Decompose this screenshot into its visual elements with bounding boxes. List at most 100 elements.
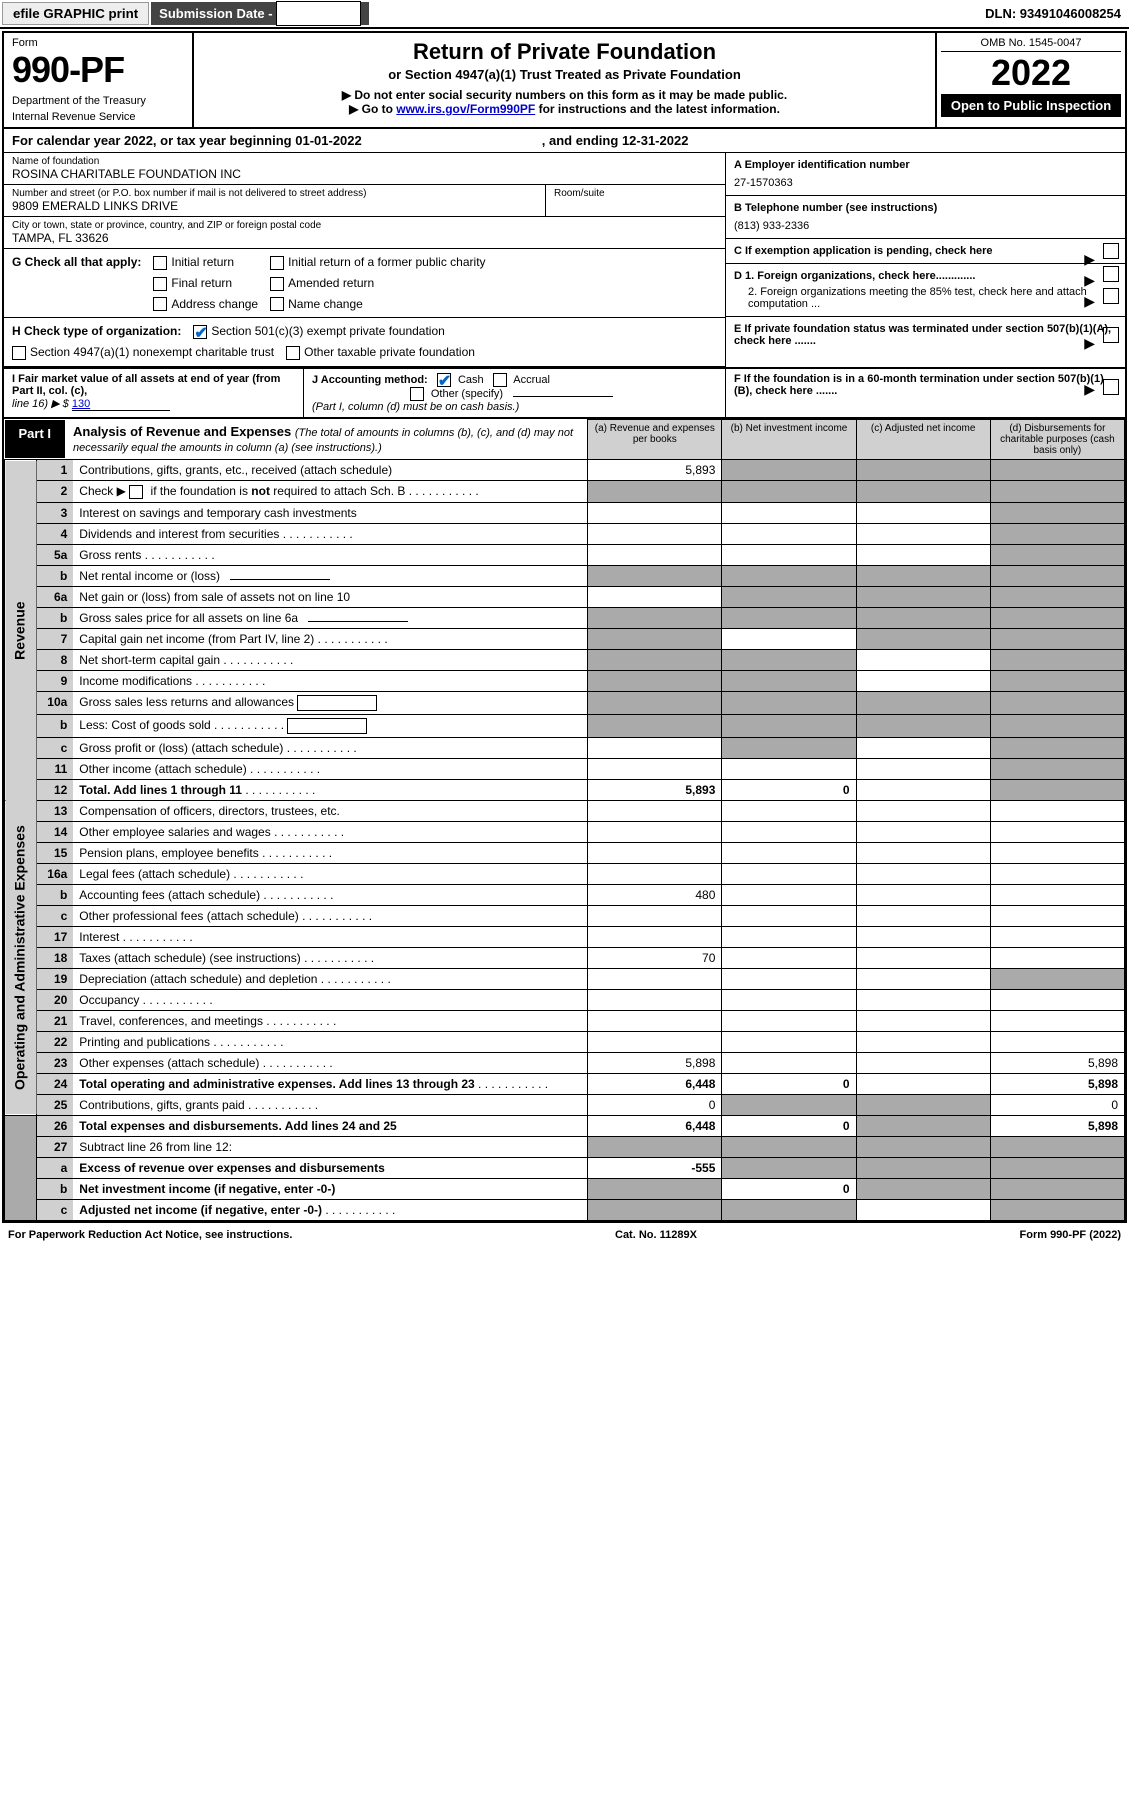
initial-former-checkbox[interactable] (270, 256, 284, 270)
period-begin: 01-01-2022 (295, 133, 362, 148)
name-change-checkbox[interactable] (270, 297, 284, 311)
row-16b: bAccounting fees (attach schedule)480 (5, 884, 1125, 905)
street-address: 9809 EMERALD LINKS DRIVE (12, 199, 537, 213)
row-4: 4Dividends and interest from securities (5, 523, 1125, 544)
col-c-header: (c) Adjusted net income (856, 420, 990, 460)
footer: For Paperwork Reduction Act Notice, see … (0, 1225, 1129, 1245)
row-25: 25Contributions, gifts, grants paid00 (5, 1094, 1125, 1115)
form-title: Return of Private Foundation (206, 39, 923, 65)
other-method-checkbox[interactable] (410, 387, 424, 401)
header-right: OMB No. 1545-0047 2022 Open to Public In… (935, 33, 1125, 127)
col-a-header: (a) Revenue and expenses per books (588, 420, 722, 460)
row-8: 8Net short-term capital gain (5, 649, 1125, 670)
e-terminated-cell: E If private foundation status was termi… (726, 317, 1125, 353)
col-b-header: (b) Net investment income (722, 420, 856, 460)
4947a1-checkbox[interactable] (12, 346, 26, 360)
city-state-zip: TAMPA, FL 33626 (12, 231, 717, 245)
instruction-2: ▶ Go to www.irs.gov/Form990PF for instru… (206, 102, 923, 116)
row-27c: cAdjusted net income (if negative, enter… (5, 1199, 1125, 1220)
row-12: 12Total. Add lines 1 through 115,8930 (5, 779, 1125, 800)
exemption-checkbox[interactable] (1103, 243, 1119, 259)
cogs-box[interactable] (287, 718, 367, 734)
foundation-name: ROSINA CHARITABLE FOUNDATION INC (12, 167, 717, 181)
row-6a: 6aNet gain or (loss) from sale of assets… (5, 586, 1125, 607)
schb-checkbox[interactable] (129, 485, 143, 499)
header-left: Form 990-PF Department of the Treasury I… (4, 33, 194, 127)
cash-checkbox[interactable] (437, 373, 451, 387)
form-label: Form (12, 37, 184, 49)
row-19: 19Depreciation (attach schedule) and dep… (5, 968, 1125, 989)
other-specify-input[interactable] (513, 396, 613, 397)
foundation-name-cell: Name of foundation ROSINA CHARITABLE FOU… (4, 153, 725, 185)
irs-link[interactable]: www.irs.gov/Form990PF (396, 102, 535, 116)
accrual-checkbox[interactable] (493, 373, 507, 387)
row-16a: 16aLegal fees (attach schedule) (5, 863, 1125, 884)
dln: DLN: 93491046008254 (977, 2, 1129, 25)
initial-return-checkbox[interactable] (153, 256, 167, 270)
efile-print-button[interactable]: efile GRAPHIC print (2, 2, 149, 25)
amended-return-checkbox[interactable] (270, 277, 284, 291)
g-check-row: G Check all that apply: Initial return F… (4, 248, 725, 318)
paperwork-notice: For Paperwork Reduction Act Notice, see … (8, 1229, 292, 1241)
instruction-1: ▶ Do not enter social security numbers o… (206, 88, 923, 102)
d-foreign-cell: D 1. Foreign organizations, check here..… (726, 264, 1125, 317)
row-16c: cOther professional fees (attach schedul… (5, 905, 1125, 926)
ein-value: 27-1570363 (734, 177, 1117, 189)
fmv-accounting-row: I Fair market value of all assets at end… (4, 369, 1125, 419)
row-10b: bLess: Cost of goods sold (5, 714, 1125, 737)
row-18: 18Taxes (attach schedule) (see instructi… (5, 947, 1125, 968)
part1-header: Part I Analysis of Revenue and Expenses … (5, 420, 588, 458)
h-check-row-2: Section 4947(a)(1) nonexempt charitable … (4, 345, 725, 367)
row-23: 23Other expenses (attach schedule)5,8985… (5, 1052, 1125, 1073)
foreign-org-checkbox[interactable] (1103, 266, 1119, 282)
form-container: Form 990-PF Department of the Treasury I… (2, 31, 1127, 1223)
final-return-checkbox[interactable] (153, 277, 167, 291)
row-5b: bNet rental income or (loss) (5, 565, 1125, 586)
city-cell: City or town, state or province, country… (4, 217, 725, 248)
row-6b: bGross sales price for all assets on lin… (5, 607, 1125, 628)
address-cell: Number and street (or P.O. box number if… (4, 185, 545, 217)
entity-info: Name of foundation ROSINA CHARITABLE FOU… (4, 153, 1125, 369)
row-21: 21Travel, conferences, and meetings (5, 1010, 1125, 1031)
submission-date-label: Submission Date - 2024-02-15 (151, 2, 369, 25)
phone-value: (813) 933-2336 (734, 220, 1117, 232)
arrow-icon: ▶ (1084, 381, 1095, 398)
arrow-icon: ▶ (1084, 335, 1095, 352)
row-24: 24Total operating and administrative exp… (5, 1073, 1125, 1094)
terminated-checkbox[interactable] (1103, 327, 1119, 343)
gross-sales-input[interactable] (308, 621, 408, 622)
f-termination-cell: F If the foundation is in a 60-month ter… (725, 369, 1125, 417)
60month-checkbox[interactable] (1103, 379, 1119, 395)
row-13: Operating and Administrative Expenses13C… (5, 800, 1125, 821)
row-10a: 10aGross sales less returns and allowanc… (5, 691, 1125, 714)
room-suite: Room/suite (545, 185, 725, 217)
irs-label: Internal Revenue Service (12, 111, 184, 123)
ein-cell: A Employer identification number 27-1570… (726, 153, 1125, 196)
other-taxable-checkbox[interactable] (286, 346, 300, 360)
row-3: 3Interest on savings and temporary cash … (5, 502, 1125, 523)
tax-year: 2022 (941, 52, 1121, 94)
top-bar: efile GRAPHIC print Submission Date - 20… (0, 0, 1129, 29)
row-26: 26Total expenses and disbursements. Add … (5, 1115, 1125, 1136)
form-subtitle: or Section 4947(a)(1) Trust Treated as P… (206, 67, 923, 82)
form-ref: Form 990-PF (2022) (1020, 1229, 1122, 1241)
submission-date: 2024-02-15 (276, 1, 361, 26)
foreign-85-checkbox[interactable] (1103, 288, 1119, 304)
501c3-checkbox[interactable] (193, 325, 207, 339)
open-public-badge: Open to Public Inspection (941, 94, 1121, 117)
row-10c: cGross profit or (loss) (attach schedule… (5, 737, 1125, 758)
address-change-checkbox[interactable] (153, 297, 167, 311)
phone-cell: B Telephone number (see instructions) (8… (726, 196, 1125, 239)
row-5a: 5aGross rents (5, 544, 1125, 565)
rental-income-input[interactable] (230, 579, 330, 580)
row-1: Revenue1Contributions, gifts, grants, et… (5, 460, 1125, 481)
row-9: 9Income modifications (5, 670, 1125, 691)
period-end: 12-31-2022 (622, 133, 689, 148)
fmv-cell: I Fair market value of all assets at end… (4, 369, 304, 417)
form-header: Form 990-PF Department of the Treasury I… (4, 33, 1125, 129)
row-27: 27Subtract line 26 from line 12: (5, 1136, 1125, 1157)
gross-sales-box[interactable] (297, 695, 377, 711)
col-d-header: (d) Disbursements for charitable purpose… (990, 420, 1124, 460)
form-number: 990-PF (12, 49, 184, 91)
arrow-icon: ▶ (1084, 272, 1095, 289)
